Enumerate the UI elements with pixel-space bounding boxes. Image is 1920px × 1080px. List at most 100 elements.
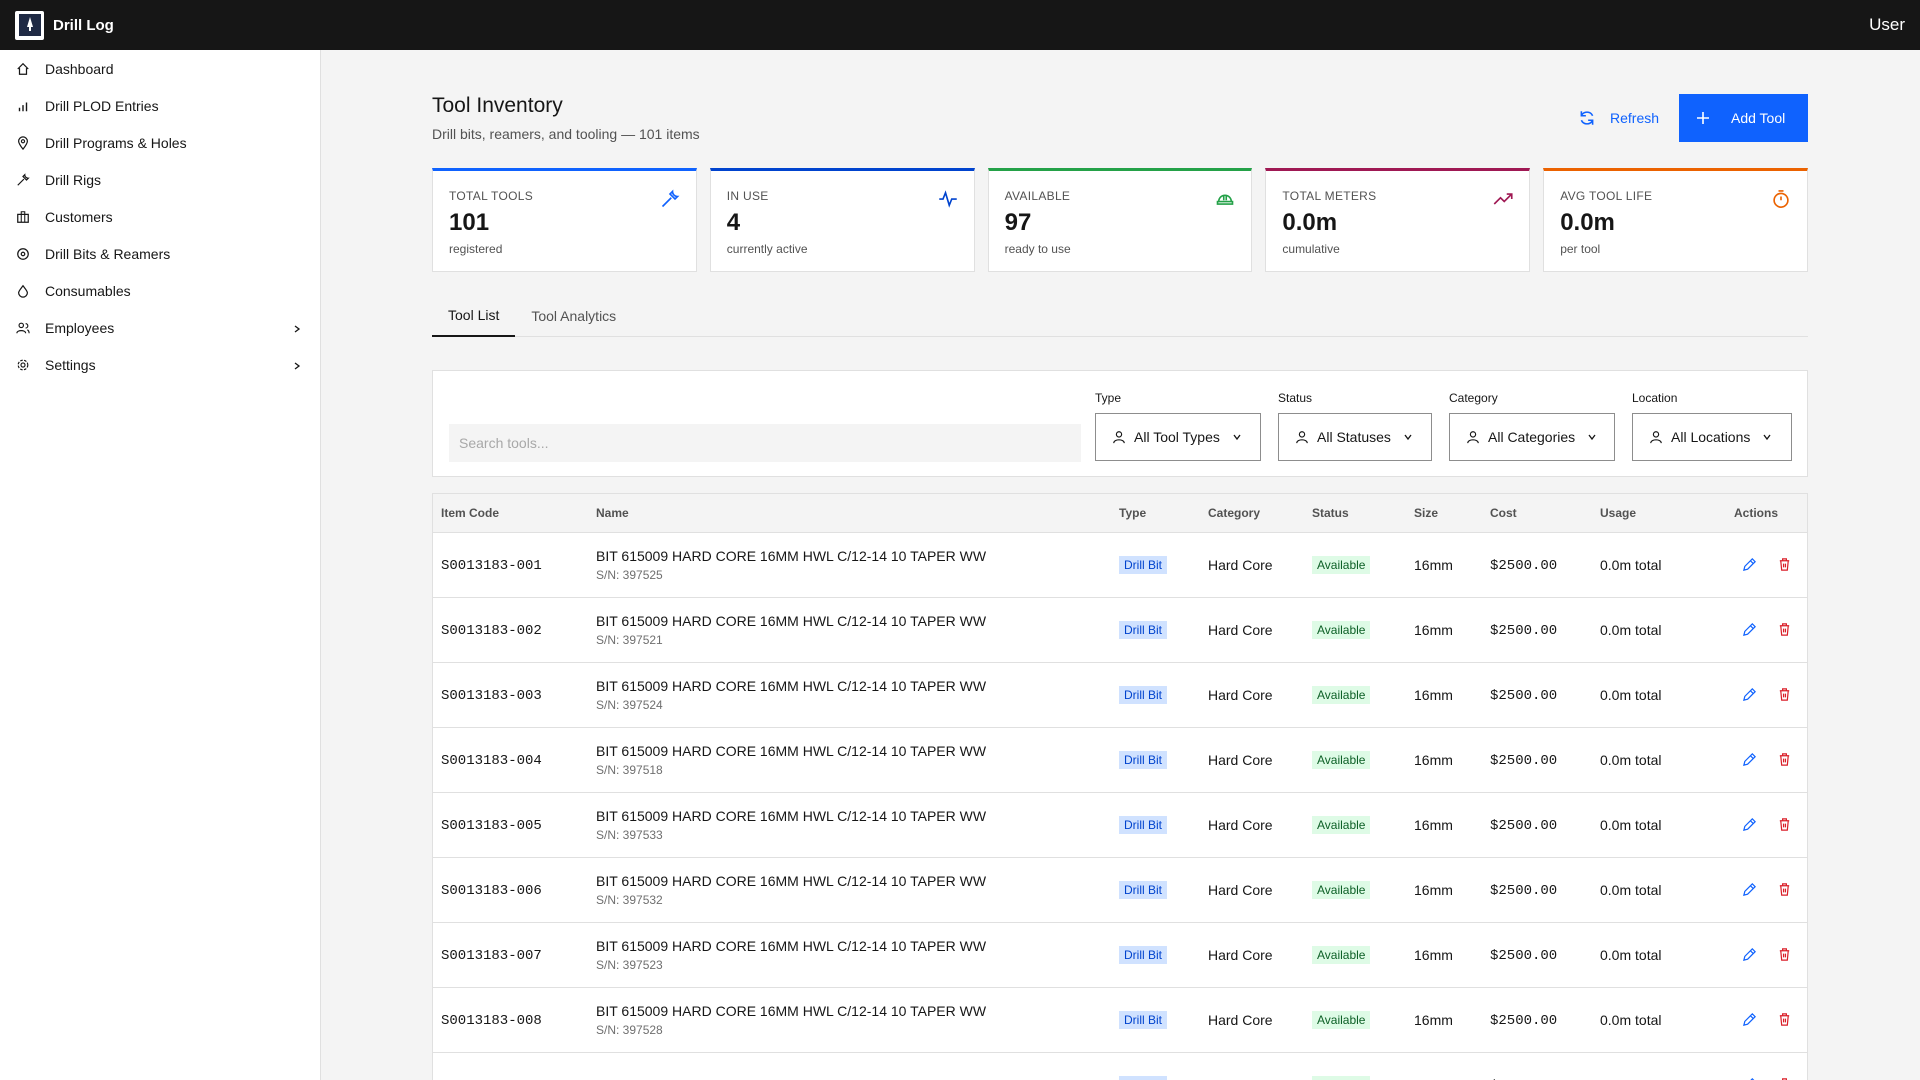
usage-cell: 0.0m total bbox=[1592, 792, 1718, 858]
delete-icon[interactable] bbox=[1777, 557, 1792, 572]
table-row[interactable]: S0013183-008 BIT 615009 HARD CORE 16MM HW… bbox=[433, 987, 1807, 1053]
table-row[interactable]: S0013183-003 BIT 615009 HARD CORE 16MM HW… bbox=[433, 662, 1807, 728]
sidebar-item-drill-rigs[interactable]: Drill Rigs bbox=[0, 161, 320, 198]
status-select[interactable]: All Statuses bbox=[1278, 413, 1432, 461]
sidebar-item-dashboard[interactable]: Dashboard bbox=[0, 50, 320, 87]
sidebar-item-drill-bits-reamers[interactable]: Drill Bits & Reamers bbox=[0, 235, 320, 272]
column-header[interactable]: Usage bbox=[1592, 494, 1718, 533]
edit-icon[interactable] bbox=[1742, 557, 1757, 572]
sidebar-item-employees[interactable]: Employees bbox=[0, 309, 320, 346]
category-select[interactable]: All Categories bbox=[1449, 413, 1615, 461]
edit-icon[interactable] bbox=[1742, 947, 1757, 962]
sidebar-item-drill-plod-entries[interactable]: Drill PLOD Entries bbox=[0, 87, 320, 124]
search-input[interactable] bbox=[449, 424, 1081, 462]
column-header[interactable]: Size bbox=[1406, 494, 1482, 533]
cost-cell: $2500.00 bbox=[1482, 857, 1592, 923]
table-row[interactable]: S0013183-005 BIT 615009 HARD CORE 16MM HW… bbox=[433, 792, 1807, 858]
usage-cell: 0.0m total bbox=[1592, 922, 1718, 988]
select-value: All Locations bbox=[1671, 429, 1751, 445]
column-header[interactable]: Cost bbox=[1482, 494, 1592, 533]
tab-tool-list[interactable]: Tool List bbox=[432, 295, 516, 337]
target-icon bbox=[15, 246, 31, 262]
item-code-cell: S0013183-009 bbox=[433, 1052, 588, 1080]
location-select[interactable]: All Locations bbox=[1632, 413, 1792, 461]
table-body: S0013183-001 BIT 615009 HARD CORE 16MM HW… bbox=[433, 532, 1807, 1080]
delete-icon[interactable] bbox=[1777, 687, 1792, 702]
cost-value: $2500.00 bbox=[1490, 817, 1558, 834]
delete-icon[interactable] bbox=[1777, 817, 1792, 832]
table-row[interactable]: S0013183-002 BIT 615009 HARD CORE 16MM HW… bbox=[433, 597, 1807, 663]
edit-icon[interactable] bbox=[1742, 622, 1757, 637]
delete-icon[interactable] bbox=[1777, 947, 1792, 962]
edit-icon[interactable] bbox=[1742, 687, 1757, 702]
item-code-cell: S0013183-007 bbox=[433, 922, 588, 988]
delete-icon[interactable] bbox=[1777, 1012, 1792, 1027]
sidebar-item-settings[interactable]: Settings bbox=[0, 346, 320, 383]
edit-icon[interactable] bbox=[1742, 817, 1757, 832]
table-row[interactable]: S0013183-007 BIT 615009 HARD CORE 16MM HW… bbox=[433, 922, 1807, 988]
category-cell: Hard Core bbox=[1200, 792, 1304, 858]
app-title[interactable]: Drill Log bbox=[53, 16, 114, 34]
column-header[interactable]: Status bbox=[1304, 494, 1406, 533]
filter-label: Location bbox=[1632, 391, 1678, 405]
timer-icon bbox=[1771, 189, 1791, 214]
cost-cell: $2500.00 bbox=[1482, 727, 1592, 793]
name-cell: BIT 615009 HARD CORE 16MM HWL C/12-14 10… bbox=[588, 532, 1111, 598]
user-icon bbox=[1467, 431, 1479, 444]
column-header[interactable]: Type bbox=[1111, 494, 1200, 533]
page-subtitle: Drill bits, reamers, and tooling — 101 i… bbox=[432, 126, 700, 142]
category-cell: Hard Core bbox=[1200, 662, 1304, 728]
name-cell: BIT 615009 HARD CORE 16MM HWL C/12-14 10… bbox=[588, 857, 1111, 923]
column-header[interactable]: Item Code bbox=[433, 494, 588, 533]
table-row[interactable]: S0013183-009 BIT 615009 HARD CORE 16MM HW… bbox=[433, 1052, 1807, 1080]
table-row[interactable]: S0013183-001 BIT 615009 HARD CORE 16MM HW… bbox=[433, 532, 1807, 598]
sidebar-item-label: Employees bbox=[45, 319, 115, 336]
table-row[interactable]: S0013183-006 BIT 615009 HARD CORE 16MM HW… bbox=[433, 857, 1807, 923]
delete-icon[interactable] bbox=[1777, 882, 1792, 897]
add-tool-button[interactable]: Add Tool bbox=[1679, 94, 1808, 142]
delete-icon[interactable] bbox=[1777, 752, 1792, 767]
usage-cell: 0.0m total bbox=[1592, 727, 1718, 793]
name-cell: BIT 615009 HARD CORE 16MM HWL C/12-14 10… bbox=[588, 987, 1111, 1053]
type-tag: Drill Bit bbox=[1119, 750, 1167, 769]
refresh-button[interactable]: Refresh bbox=[1566, 94, 1666, 142]
sidebar: Dashboard Drill PLOD Entries Drill Progr… bbox=[0, 50, 321, 1080]
type-select[interactable]: All Tool Types bbox=[1095, 413, 1261, 461]
edit-icon[interactable] bbox=[1742, 882, 1757, 897]
serial-number: S/N: 397533 bbox=[596, 827, 663, 842]
cost-cell: $2500.00 bbox=[1482, 597, 1592, 663]
gear-icon bbox=[15, 357, 31, 373]
column-header[interactable]: Category bbox=[1200, 494, 1304, 533]
name-cell: BIT 615009 HARD CORE 16MM HWL C/12-14 10… bbox=[588, 727, 1111, 793]
category-cell: Hard Core bbox=[1200, 532, 1304, 598]
item-code: S0013183-005 bbox=[441, 817, 542, 834]
column-header: Actions bbox=[1718, 494, 1807, 533]
sidebar-item-label: Drill Rigs bbox=[45, 171, 101, 188]
tab-tool-analytics[interactable]: Tool Analytics bbox=[531, 308, 617, 324]
type-tag: Drill Bit bbox=[1119, 1075, 1167, 1080]
cost-cell: $2500.00 bbox=[1482, 532, 1592, 598]
user-icon bbox=[1650, 431, 1662, 444]
sidebar-item-drill-programs-holes[interactable]: Drill Programs & Holes bbox=[0, 124, 320, 161]
table-row[interactable]: S0013183-004 BIT 615009 HARD CORE 16MM HW… bbox=[433, 727, 1807, 793]
cost-cell: $2500.00 bbox=[1482, 792, 1592, 858]
delete-icon[interactable] bbox=[1777, 622, 1792, 637]
edit-icon[interactable] bbox=[1742, 752, 1757, 767]
sidebar-item-label: Drill Programs & Holes bbox=[45, 134, 187, 151]
edit-icon[interactable] bbox=[1742, 1012, 1757, 1027]
actions-cell bbox=[1718, 792, 1807, 858]
stat-label: TOTAL TOOLS bbox=[449, 189, 533, 203]
delete-icon[interactable] bbox=[1777, 1077, 1792, 1080]
column-header[interactable]: Name bbox=[588, 494, 1111, 533]
status-badge: Available bbox=[1312, 750, 1371, 769]
type-cell: Drill Bit bbox=[1111, 662, 1200, 728]
sidebar-item-consumables[interactable]: Consumables bbox=[0, 272, 320, 309]
cost-value: $2500.00 bbox=[1490, 1012, 1558, 1029]
user-menu[interactable]: User bbox=[1869, 15, 1905, 34]
app-logo[interactable] bbox=[15, 10, 44, 40]
status-badge: Available bbox=[1312, 555, 1371, 574]
stat-sub: currently active bbox=[726, 242, 808, 256]
sidebar-item-customers[interactable]: Customers bbox=[0, 198, 320, 235]
type-tag: Drill Bit bbox=[1119, 555, 1167, 574]
chevron-right-icon bbox=[292, 358, 302, 374]
